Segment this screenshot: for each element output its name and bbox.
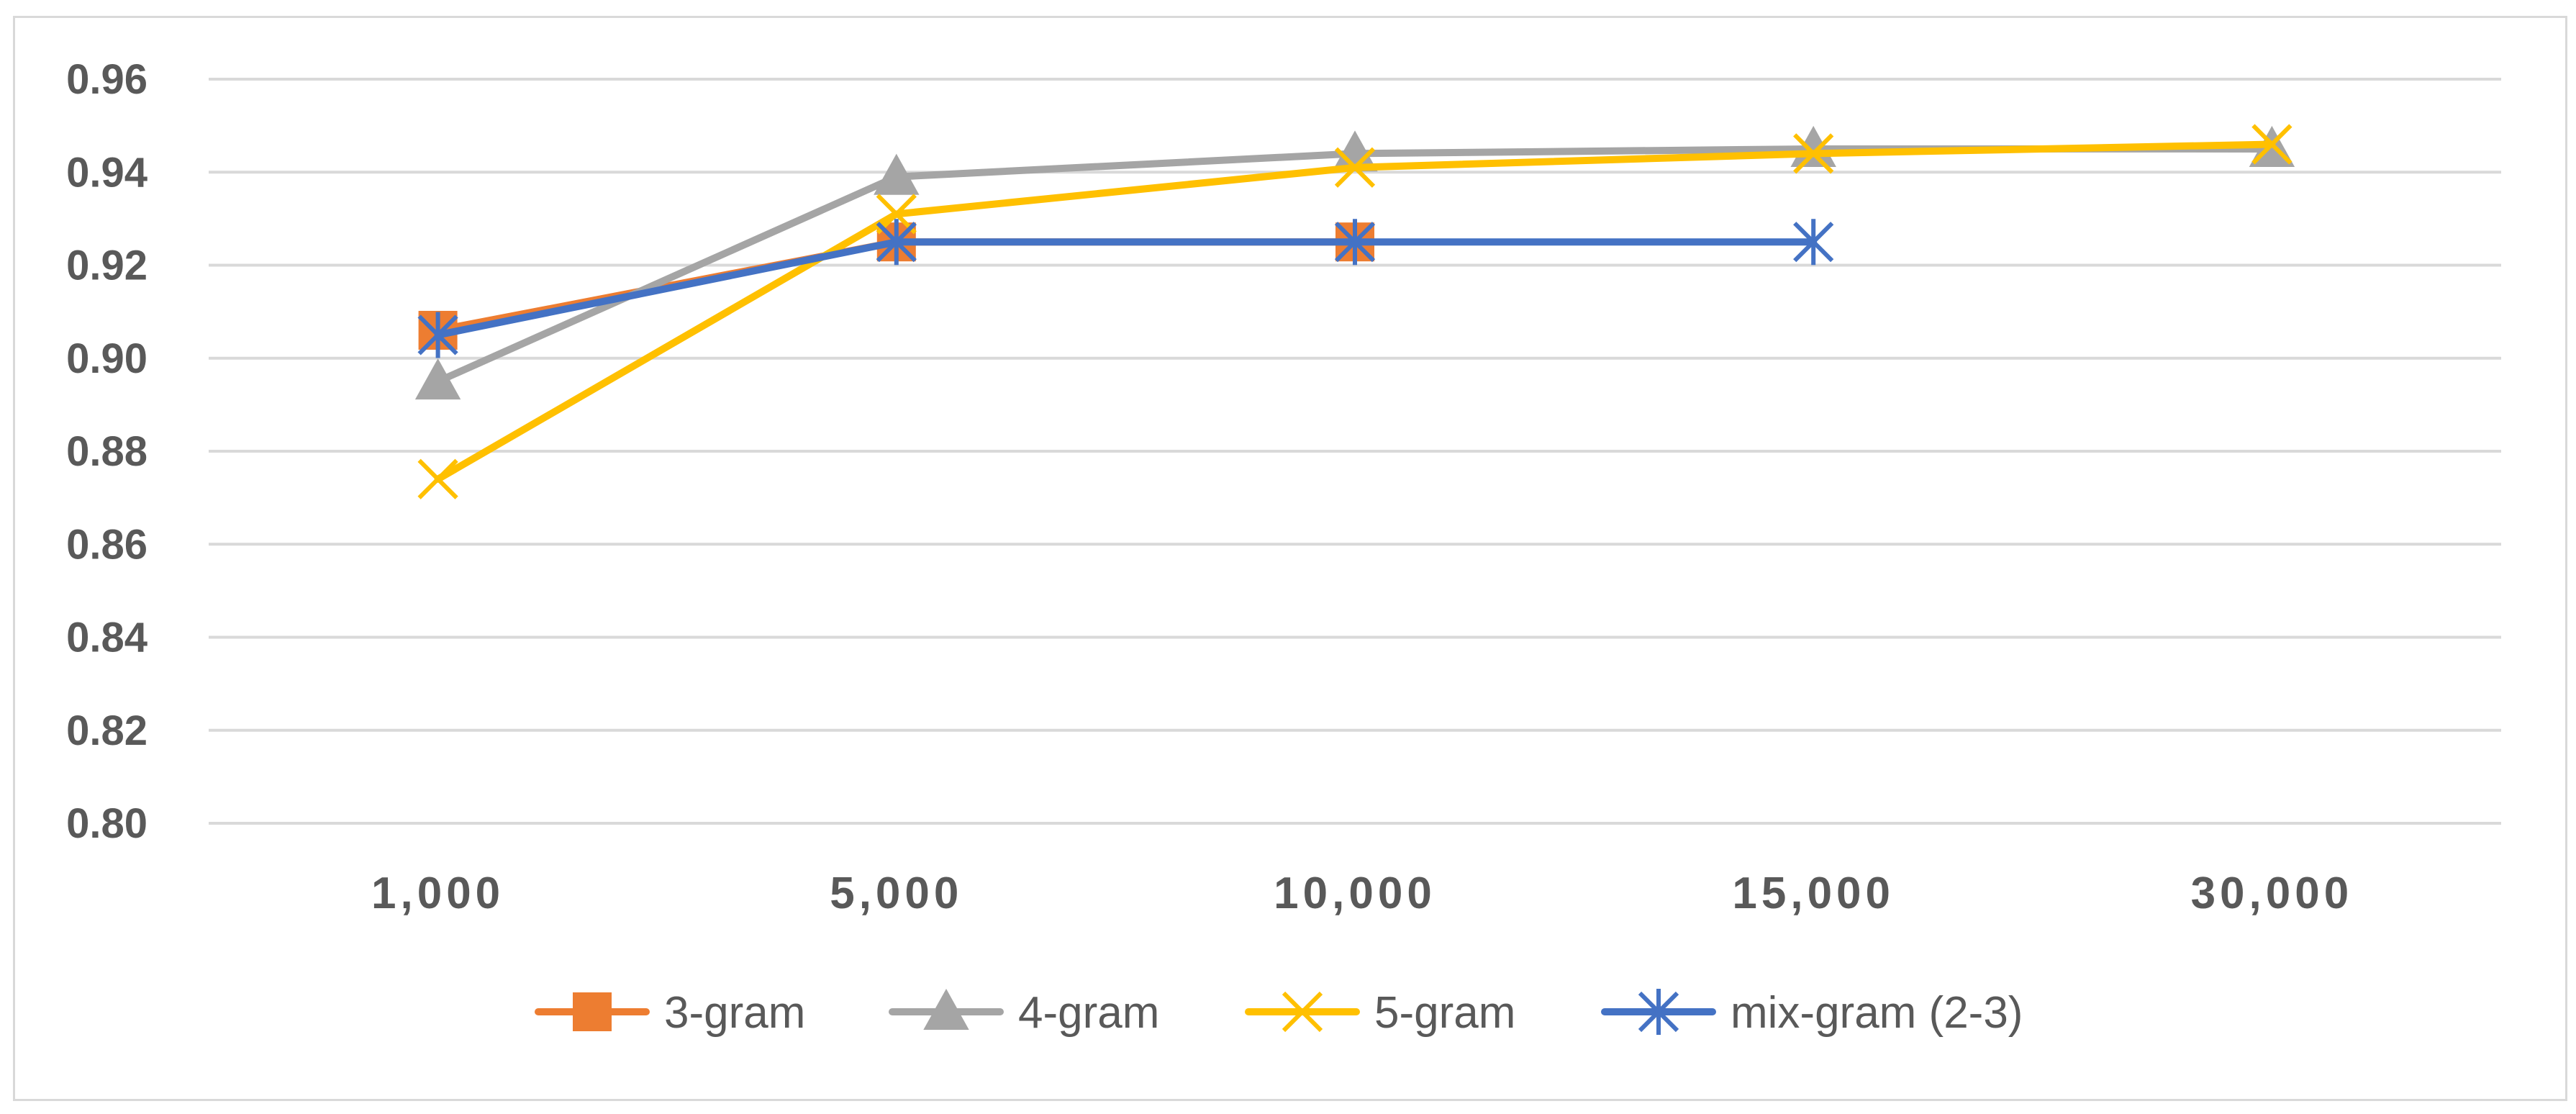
x-tick-label: 10,000: [1274, 869, 1436, 918]
y-tick-label: 0.92: [66, 243, 148, 289]
series-line-5-gram: [434, 140, 2276, 483]
data-point-4-gram: [874, 153, 920, 195]
data-point-5-gram: [1334, 147, 1376, 188]
marker-stroke: [2251, 124, 2292, 165]
y-tick-label: 0.96: [66, 56, 148, 103]
y-tick-label: 0.88: [66, 428, 148, 475]
y-tick-label: 0.84: [66, 615, 148, 661]
y-tick-label: 0.86: [66, 521, 148, 568]
series-mix-gram-2-3: [417, 219, 1834, 358]
data-point-mix-gram-2-3: [1334, 219, 1376, 266]
legend-item-4-gram[interactable]: 4-gram: [889, 988, 1159, 1038]
x-tick-label: 15,000: [1732, 869, 1895, 918]
legend-item-5-gram[interactable]: 5-gram: [1245, 988, 1515, 1038]
y-tick-label: 0.90: [66, 335, 148, 382]
data-point-mix-gram-2-3: [1793, 219, 1834, 266]
series-line-mix-gram-2-3: [434, 238, 1818, 339]
legend-marker: [923, 988, 969, 1030]
legend-marker: [1638, 989, 1679, 1035]
data-point-4-gram: [414, 358, 461, 400]
y-tick-label: 0.80: [66, 800, 148, 847]
legend-item-mix-gram-2-3[interactable]: mix-gram (2-3): [1601, 988, 2023, 1038]
y-axis-ticks: 0.80 0.82 0.84 0.86 0.88 0.90 0.92 0.94 0.96: [66, 56, 148, 847]
y-tick-label: 0.82: [66, 707, 148, 754]
y-tick-label: 0.94: [66, 149, 148, 196]
gridlines: [209, 78, 2501, 825]
data-point-mix-gram-2-3: [876, 219, 917, 266]
series-group: [414, 124, 2295, 499]
legend-label: 4-gram: [1018, 988, 1159, 1038]
marker-stroke: [1793, 133, 1834, 174]
legend-marker: [573, 992, 612, 1031]
marker-stroke: [417, 458, 458, 499]
data-point-mix-gram-2-3: [417, 312, 458, 358]
legend-marker: [1282, 991, 1323, 1033]
x-tick-label: 1,000: [371, 869, 504, 918]
x-tick-label: 5,000: [830, 869, 963, 918]
marker-stroke: [1282, 991, 1323, 1033]
data-point-5-gram: [417, 458, 458, 499]
x-axis-ticks: 1,000 5,000 10,000 15,000 30,000: [371, 869, 2354, 918]
x-tick-label: 30,000: [2191, 869, 2354, 918]
legend: 3-gram 4-gram 5-gram mix-gram (2-3): [535, 988, 2023, 1038]
chart-frame: [13, 16, 2567, 1101]
data-point-5-gram: [1793, 133, 1834, 174]
marker-stroke: [1334, 147, 1376, 188]
data-point-5-gram: [2251, 124, 2292, 165]
legend-label: mix-gram (2-3): [1731, 988, 2023, 1038]
legend-label: 5-gram: [1374, 988, 1515, 1038]
legend-label: 3-gram: [664, 988, 805, 1038]
legend-item-3-gram[interactable]: 3-gram: [535, 988, 805, 1038]
series-5-gram: [417, 124, 2292, 499]
